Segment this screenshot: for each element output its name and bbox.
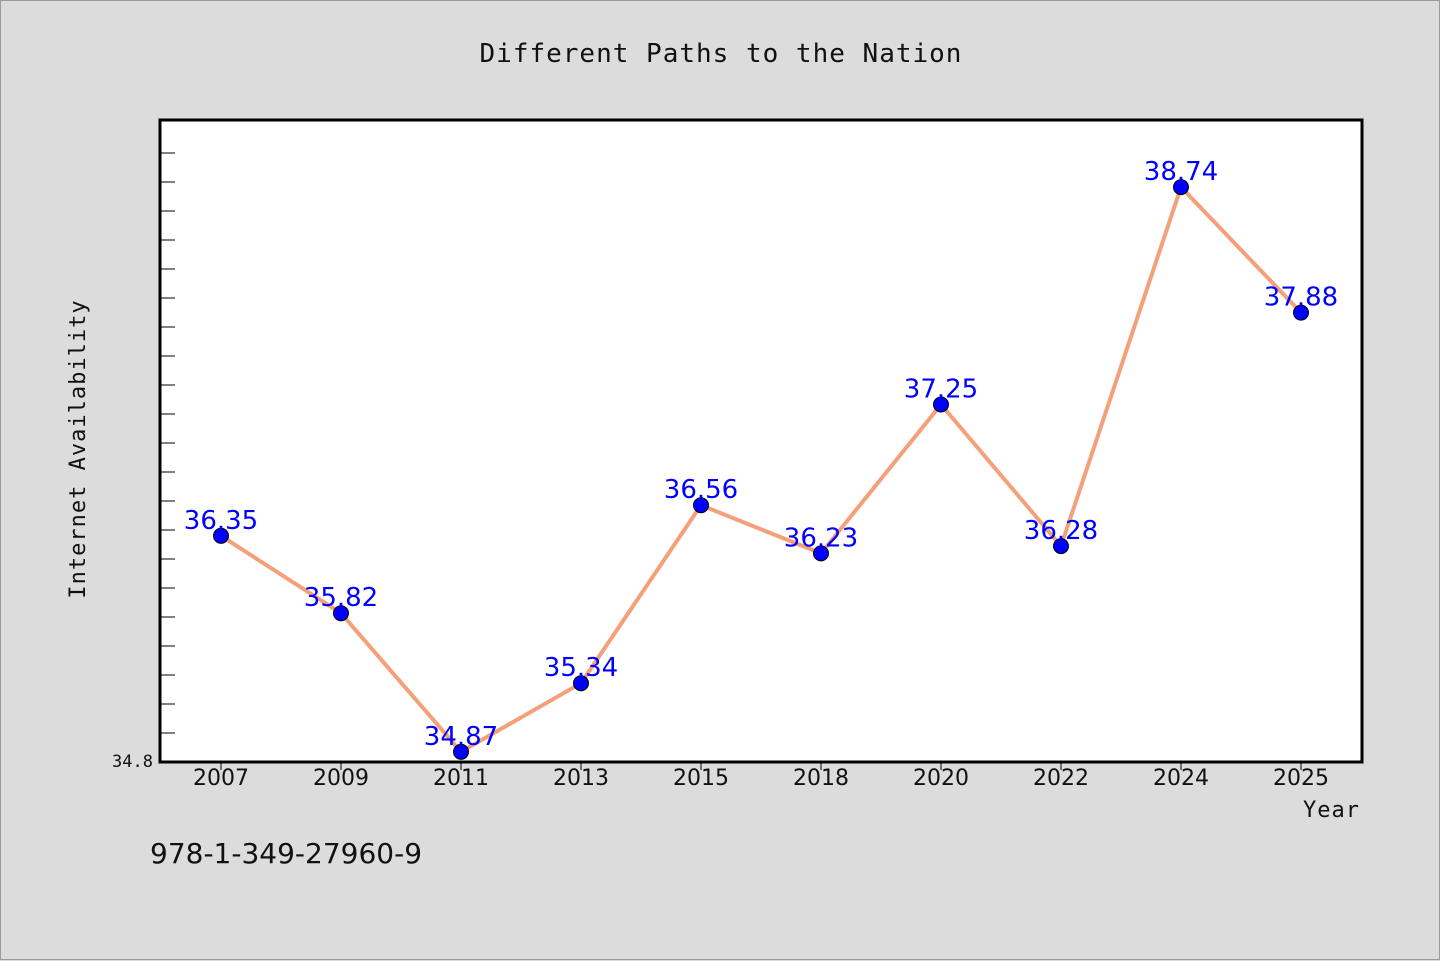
data-point xyxy=(1173,179,1189,196)
data-point xyxy=(933,396,949,413)
y-axis-label: Internet Availability xyxy=(66,299,91,598)
x-tick-label: 2025 xyxy=(1273,766,1329,791)
data-point xyxy=(813,545,829,562)
isbn-text: 978-1-349-27960-9 xyxy=(150,837,422,870)
data-point xyxy=(453,743,469,760)
data-label: 35.82 xyxy=(304,583,378,613)
data-label: 36.23 xyxy=(784,523,858,553)
data-label: 35.34 xyxy=(544,653,618,683)
y-axis-ticks xyxy=(160,152,175,734)
x-tick-label: 2013 xyxy=(553,766,609,791)
data-label: 38.74 xyxy=(1144,157,1218,187)
chart-title: Different Paths to the Nation xyxy=(480,39,963,69)
x-tick-label: 2018 xyxy=(793,766,849,791)
x-axis-label: Year xyxy=(1303,798,1360,823)
data-point xyxy=(573,675,589,692)
data-markers xyxy=(213,179,1309,760)
x-tick-label: 2011 xyxy=(433,766,489,791)
x-tick-label: 2022 xyxy=(1033,766,1089,791)
data-point xyxy=(213,527,229,544)
data-label: 34.87 xyxy=(424,722,498,752)
data-labels: 36.35 35.82 34.87 35.34 36.56 36.23 37.25 36.28… xyxy=(184,157,1338,752)
data-point xyxy=(1293,304,1309,321)
data-label: 36.56 xyxy=(664,475,738,505)
x-tick-label: 2015 xyxy=(673,766,729,791)
data-label: 37.88 xyxy=(1264,283,1338,313)
x-axis-ticks xyxy=(220,762,1302,770)
x-tick-label: 2024 xyxy=(1153,766,1209,791)
x-tick-label: 2007 xyxy=(193,766,249,791)
x-tick-labels: 2007 2009 2011 2013 2015 2018 2020 2022 2024 2025 xyxy=(193,766,1329,791)
data-point xyxy=(1053,538,1069,555)
y-tick-label: 34.8 xyxy=(112,752,153,772)
data-label: 36.35 xyxy=(184,506,258,536)
data-point xyxy=(333,605,349,622)
data-point xyxy=(693,497,709,514)
data-label: 37.25 xyxy=(904,375,978,405)
data-label: 36.28 xyxy=(1024,516,1098,546)
plot-area xyxy=(158,118,1364,764)
x-tick-label: 2020 xyxy=(913,766,969,791)
x-tick-label: 2009 xyxy=(313,766,369,791)
series-line xyxy=(219,185,1303,754)
